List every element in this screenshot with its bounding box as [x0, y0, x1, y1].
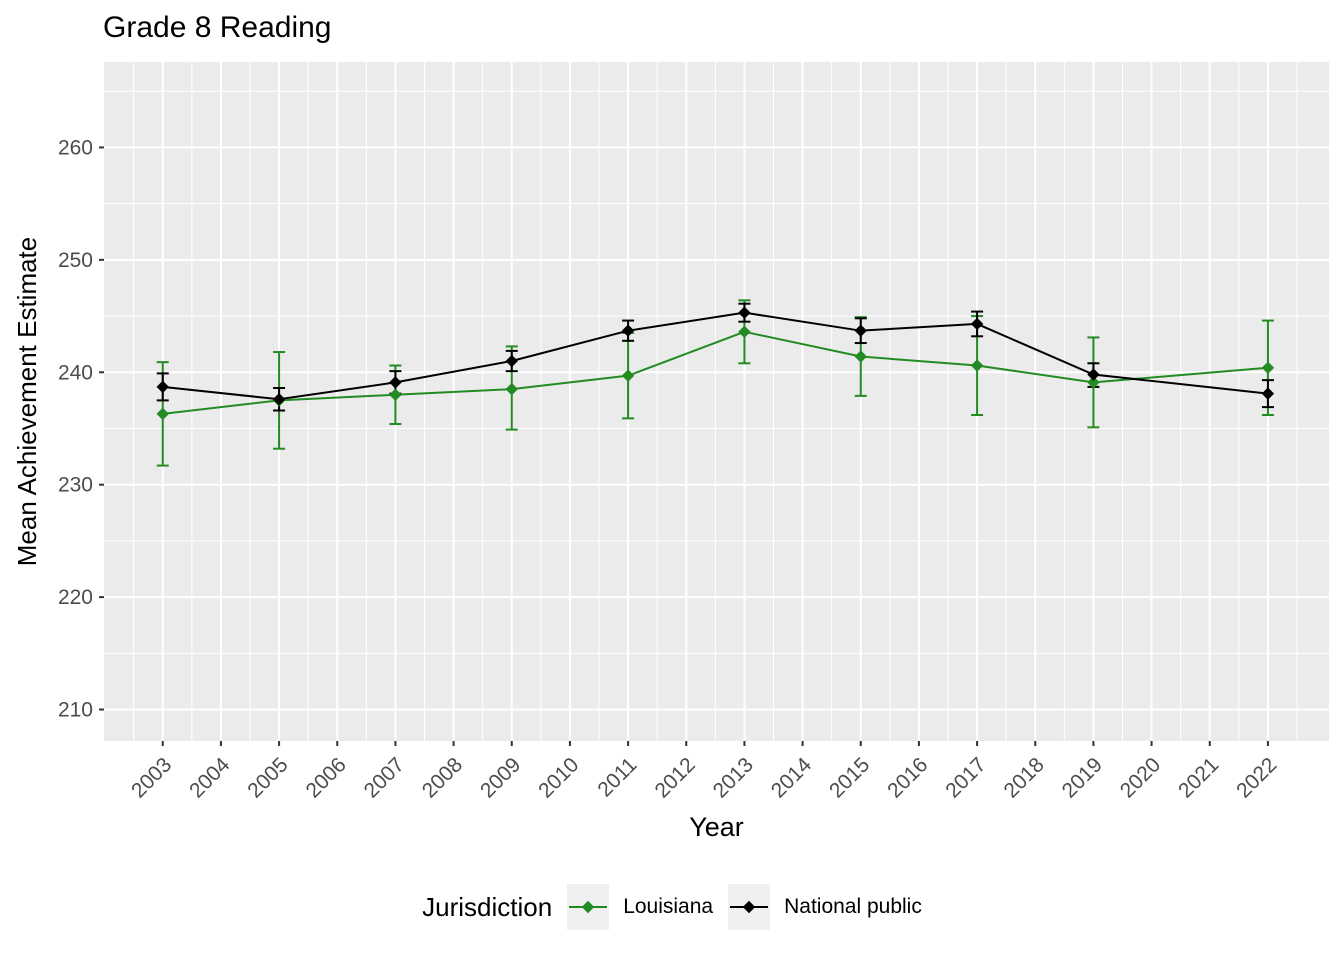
- data-point-louisiana-2013: [738, 325, 751, 339]
- x-tick-label-2020: 2020: [1116, 753, 1165, 802]
- y-tick-label-230: 230: [58, 474, 93, 497]
- legend-swatch-national-public-icon: [730, 900, 769, 914]
- y-tick-label-210: 210: [58, 699, 93, 722]
- data-point-national-public-2022: [1261, 387, 1275, 400]
- x-tick-label-2010: 2010: [534, 753, 583, 802]
- x-axis-title: Year: [689, 812, 744, 842]
- data-point-louisiana-2015: [854, 350, 867, 363]
- data-point-louisiana-2009: [505, 382, 518, 396]
- data-point-louisiana-2019: [1087, 376, 1100, 389]
- x-tick-label-2016: 2016: [883, 753, 932, 802]
- data-point-louisiana-2007: [389, 388, 402, 401]
- data-point-national-public-2005: [272, 393, 286, 406]
- x-tick-label-2018: 2018: [999, 753, 1048, 802]
- legend-item-national-public: National public: [728, 884, 922, 930]
- data-point-national-public-2007: [389, 376, 402, 389]
- data-point-national-public-2003: [156, 380, 169, 394]
- y-tick-label-240: 240: [58, 361, 93, 384]
- y-tick-label-220: 220: [58, 586, 93, 609]
- legend-label-louisiana: Louisiana: [623, 895, 714, 918]
- data-point-national-public-2009: [505, 354, 518, 368]
- data-point-louisiana-2017: [970, 359, 984, 372]
- x-tick-label-2013: 2013: [709, 753, 758, 802]
- legend-key-louisiana: [567, 884, 610, 930]
- x-tick-label-2015: 2015: [825, 753, 874, 802]
- x-tick-label-2022: 2022: [1232, 753, 1281, 802]
- y-axis-title: Mean Achievement Estimate: [12, 237, 42, 567]
- x-tick-label-2007: 2007: [360, 753, 409, 802]
- legend-title: Jurisdiction: [422, 891, 553, 922]
- series-line-louisiana: [162, 330, 1269, 415]
- legend-swatch-louisiana-icon: [569, 900, 608, 914]
- plot-panel: [104, 62, 1329, 741]
- x-tick-label-2008: 2008: [418, 753, 467, 802]
- x-tick-label-2017: 2017: [941, 753, 990, 802]
- x-tick-label-2006: 2006: [301, 753, 350, 802]
- x-tick-label-2004: 2004: [185, 753, 235, 803]
- x-tick-label-2005: 2005: [243, 753, 292, 802]
- series-line-national-public: [162, 311, 1269, 401]
- x-tick-label-2003: 2003: [127, 753, 176, 802]
- data-point-national-public-2019: [1087, 368, 1100, 381]
- data-point-louisiana-2003: [156, 407, 169, 421]
- x-tick-label-2019: 2019: [1058, 753, 1107, 802]
- data-point-national-public-2017: [970, 317, 984, 331]
- x-tick-label-2021: 2021: [1174, 753, 1223, 802]
- data-point-national-public-2013: [738, 306, 751, 319]
- x-tick-label-2012: 2012: [650, 753, 699, 802]
- legend-item-louisiana: Louisiana: [567, 884, 713, 930]
- data-point-louisiana-2022: [1261, 361, 1275, 374]
- legend-label-national-public: National public: [784, 895, 922, 918]
- chart-title: Grade 8 Reading: [103, 11, 332, 44]
- data-point-louisiana-2011: [621, 369, 635, 382]
- x-tick-label-2014: 2014: [767, 753, 817, 803]
- data-point-national-public-2011: [621, 324, 635, 337]
- y-tick-label-260: 260: [58, 136, 93, 159]
- data-point-national-public-2015: [854, 324, 867, 337]
- x-tick-label-2011: 2011: [593, 753, 641, 801]
- legend-key-national-public: [728, 884, 771, 930]
- x-tick-label-2009: 2009: [476, 753, 525, 802]
- y-tick-label-250: 250: [58, 249, 93, 272]
- legend: Jurisdiction Louisiana National public: [0, 884, 1344, 930]
